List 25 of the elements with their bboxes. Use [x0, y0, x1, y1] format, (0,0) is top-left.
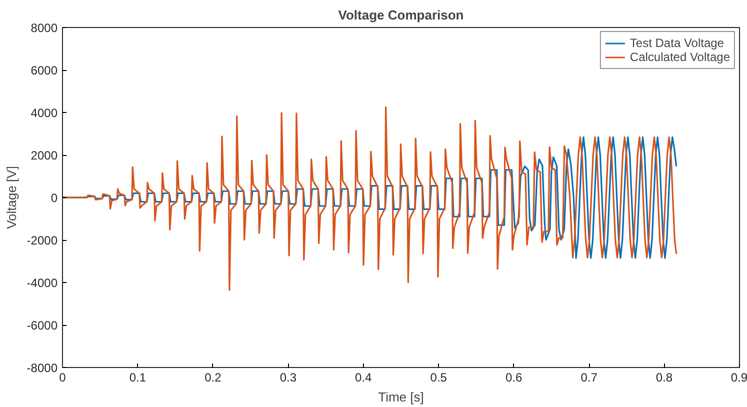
x-tick-label: 0.3 [280, 370, 297, 384]
x-tick-label: 0 [59, 370, 66, 384]
y-tick-label: -2000 [26, 234, 58, 248]
y-tick-label: 2000 [30, 148, 58, 162]
x-tick-label: 0.7 [580, 370, 598, 384]
x-axis-title: Time [s] [378, 390, 424, 404]
x-tick-label: 0.6 [505, 370, 522, 384]
y-tick-label: -8000 [26, 361, 58, 375]
x-tick-label: 0.1 [129, 370, 146, 384]
x-tick-label: 0.2 [204, 370, 222, 384]
y-tick-label: -4000 [26, 276, 58, 290]
legend-label: Calculated Voltage [630, 50, 730, 64]
x-tick-label: 0.5 [430, 370, 448, 384]
y-tick-label: 4000 [30, 106, 58, 120]
x-tick-label: 0.4 [355, 370, 372, 384]
y-tick-label: 8000 [30, 21, 58, 35]
x-tick-label: 0.9 [730, 370, 747, 384]
chart-title: Voltage Comparison [338, 8, 464, 22]
y-tick-label: 0 [50, 191, 58, 205]
legend-label: Test Data Voltage [630, 36, 724, 50]
line-series [62, 106, 678, 291]
y-axis-title: Voltage [V] [4, 166, 19, 229]
y-tick-label: -6000 [26, 318, 58, 332]
y-tick-label: 6000 [30, 64, 58, 78]
x-tick-label: 0.8 [656, 370, 673, 384]
